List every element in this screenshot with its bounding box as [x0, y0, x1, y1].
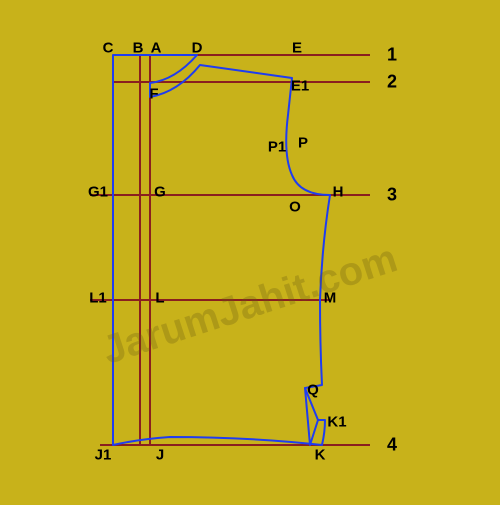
point-label: 3 [387, 185, 397, 206]
point-label: C [103, 40, 114, 57]
diagram-stage: CBADEE1FP1PG1GOHL1LMQK1J1JK1234 JarumJah… [0, 0, 500, 500]
point-label: P [298, 135, 308, 152]
point-label: A [151, 40, 162, 57]
point-label: M [324, 290, 337, 307]
point-label: 4 [387, 435, 397, 456]
point-label: L [155, 290, 164, 307]
diagram-svg [0, 0, 500, 500]
point-label: L1 [89, 290, 107, 307]
point-label: J [156, 447, 164, 464]
point-label: J1 [95, 447, 112, 464]
point-label: K1 [327, 414, 346, 431]
point-label: F [149, 86, 158, 103]
point-label: E1 [291, 78, 309, 95]
point-label: G [154, 184, 166, 201]
point-label: G1 [88, 184, 108, 201]
point-label: E [292, 40, 302, 57]
point-label: O [289, 199, 301, 216]
point-label: H [333, 184, 344, 201]
point-label: Q [307, 382, 319, 399]
point-label: D [192, 40, 203, 57]
point-label: B [133, 40, 144, 57]
point-label: K [315, 447, 326, 464]
point-label: P1 [268, 139, 286, 156]
point-label: 2 [387, 72, 397, 93]
point-label: 1 [387, 45, 397, 66]
